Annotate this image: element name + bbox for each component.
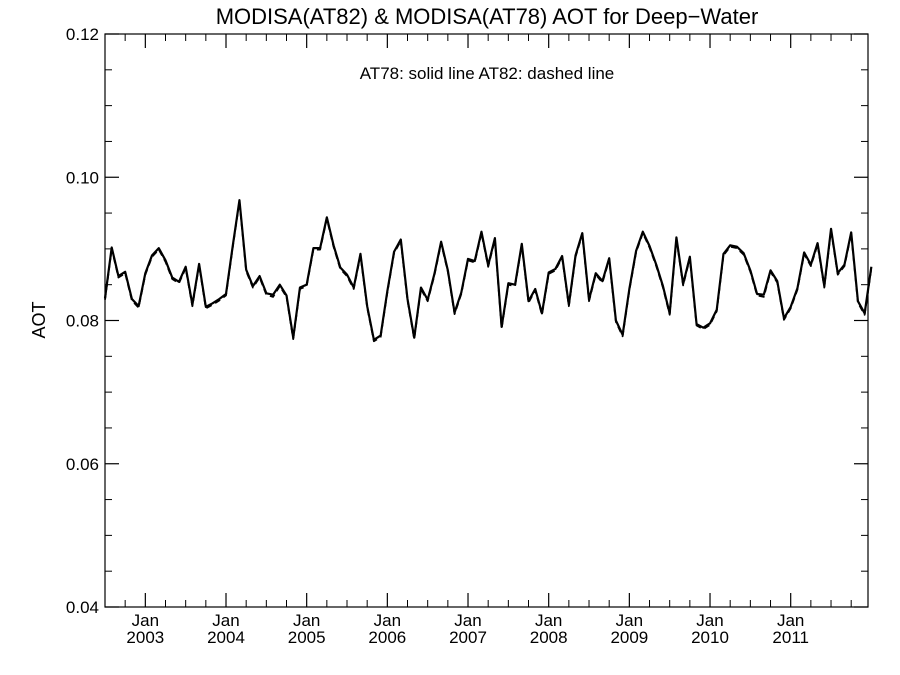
x-tick-year-label: 2003 bbox=[126, 628, 164, 647]
y-tick-label: 0.12 bbox=[66, 25, 99, 44]
x-tick-year-label: 2004 bbox=[207, 628, 245, 647]
x-tick-year-label: 2006 bbox=[368, 628, 406, 647]
series-line-at78 bbox=[103, 199, 873, 341]
axes: 0.040.060.080.100.12Jan2003Jan2004Jan200… bbox=[66, 25, 868, 647]
x-tick-month-label: Jan bbox=[696, 611, 723, 630]
x-tick-year-label: 2009 bbox=[610, 628, 648, 647]
chart-title: MODISA(AT82) & MODISA(AT78) AOT for Deep… bbox=[216, 4, 759, 29]
y-tick-label: 0.08 bbox=[66, 312, 99, 331]
plot-frame bbox=[104, 33, 869, 608]
line-style-annotation: AT78: solid line AT82: dashed line bbox=[360, 64, 615, 83]
x-tick-month-label: Jan bbox=[212, 611, 239, 630]
series-group bbox=[103, 199, 873, 343]
x-tick-year-label: 2005 bbox=[288, 628, 326, 647]
x-tick-month-label: Jan bbox=[293, 611, 320, 630]
x-tick-month-label: Jan bbox=[777, 611, 804, 630]
x-tick-year-label: 2011 bbox=[772, 628, 809, 647]
x-tick-month-label: Jan bbox=[535, 611, 562, 630]
x-tick-year-label: 2007 bbox=[449, 628, 487, 647]
y-tick-label: 0.10 bbox=[66, 168, 99, 187]
y-tick-label: 0.04 bbox=[66, 598, 99, 617]
x-tick-month-label: Jan bbox=[454, 611, 481, 630]
x-tick-year-label: 2008 bbox=[530, 628, 568, 647]
x-tick-month-label: Jan bbox=[374, 611, 401, 630]
x-tick-month-label: Jan bbox=[616, 611, 643, 630]
series-line-at82 bbox=[104, 200, 873, 343]
x-tick-month-label: Jan bbox=[132, 611, 159, 630]
x-tick-year-label: 2010 bbox=[691, 628, 729, 647]
y-axis-label: AOT bbox=[29, 301, 49, 338]
y-tick-label: 0.06 bbox=[66, 455, 99, 474]
